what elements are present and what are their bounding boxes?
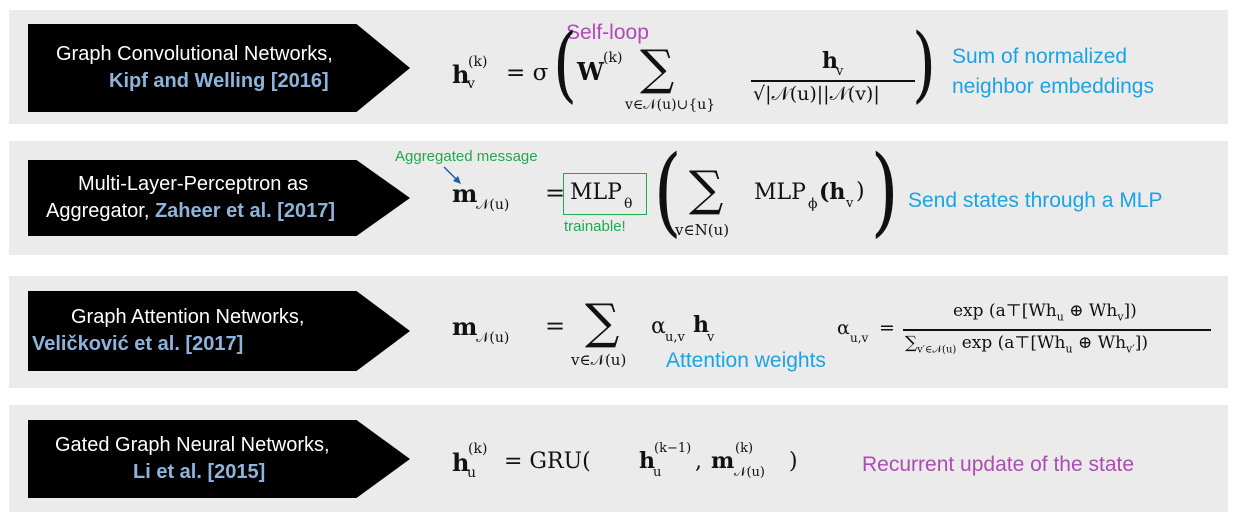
gcn-lhs-sup: (k) (468, 54, 488, 70)
mlp-title-tag: Multi-Layer-Perceptron as Aggregator, Za… (28, 160, 410, 236)
gcn-sum: ∑ (640, 40, 675, 96)
mlp-sum: ∑ (689, 161, 724, 217)
gcn-title: Graph Convolutional Networks, (56, 43, 333, 65)
mlp-open-paren: ( (653, 135, 682, 247)
gcn-W: W (577, 57, 604, 86)
gcn-citation: Kipf and Welling [2016] (109, 70, 329, 92)
gcn-lhs-sub: v (467, 76, 475, 92)
ggnn-h-sub: u (653, 465, 662, 480)
ggnn-comma: , (695, 449, 702, 474)
mlp-arg-close: ) (856, 179, 865, 204)
gcn-numerator: h (822, 48, 838, 74)
gcn-lhs-h: h (452, 60, 470, 89)
gat-term-h-sub: v (707, 330, 715, 345)
gcn-close-paren: ) (912, 17, 936, 112)
gat-term-alpha: α (651, 314, 666, 339)
ggnn-panel: Gated Graph Neural Networks, Li et al. [… (9, 405, 1228, 512)
mlp-theta-label: MLP (570, 180, 622, 205)
mlp-title-line2: Aggregator, (46, 200, 155, 222)
gat-sum: ∑ (585, 294, 620, 350)
ggnn-title-tag: Gated Graph Neural Networks, Li et al. [… (28, 420, 410, 498)
gcn-numerator-sub: v (836, 64, 844, 79)
gcn-desc-line1: Sum of normalized (952, 45, 1128, 68)
gat-sum-sub: v∈𝒩(u) (571, 351, 627, 369)
ggnn-title: Gated Graph Neural Networks, (55, 434, 330, 456)
gat-alpha-lhs-sub: u,v (850, 331, 869, 345)
gcn-selfloop-annotation: Self-loop (566, 21, 649, 44)
gat-panel: Graph Attention Networks, Veličković et … (9, 276, 1228, 388)
ggnn-m: m (711, 448, 735, 474)
gcn-W-sup: (k) (603, 50, 623, 66)
ggnn-h-sup: (k−1) (654, 441, 692, 456)
mlp-citation: Zaheer et al. [2017] (154, 200, 336, 222)
mlp-title-line1: Multi-Layer-Perceptron as (78, 173, 309, 195)
ggnn-lhs-h: h (452, 448, 470, 477)
ggnn-lhs-sup: (k) (468, 441, 488, 457)
gat-term-alpha-sub: u,v (665, 330, 685, 345)
gat-alpha-eq: = (879, 317, 895, 339)
gat-term-h: h (693, 312, 709, 338)
gat-alpha-lhs: α (837, 317, 850, 339)
mlp-trainable-annotation: trainable! (564, 218, 626, 235)
mlp-arg-sub: v (846, 196, 854, 211)
ggnn-desc: Recurrent update of the state (862, 453, 1135, 476)
gat-citation: Veličković et al. [2017] (32, 333, 244, 355)
gcn-panel: Graph Convolutional Networks, Kipf and W… (9, 10, 1228, 124)
ggnn-rhs-pre: = GRU( (504, 449, 591, 474)
gat-alpha-denominator: ∑v′∈𝒩(u) exp (a⊤[Whu ⊕ Whv′]) (905, 333, 1149, 356)
mlp-phi-sub: ϕ (808, 196, 818, 212)
gcn-open-paren: ( (553, 17, 577, 112)
mlp-lhs-m: m (452, 179, 478, 208)
mlp-aggregated-message-annotation: Aggregated message (395, 148, 538, 165)
gat-desc: Attention weights (666, 349, 826, 372)
gcn-denominator: √|𝒩(u)||𝒩(v)| (753, 83, 880, 105)
gat-lhs-m: m (452, 312, 478, 341)
mlp-eq: = (545, 179, 566, 207)
mlp-theta-box (563, 173, 647, 215)
mlp-lhs-sub: 𝒩(u) (476, 197, 510, 213)
gcn-desc-line2: neighbor embeddings (952, 75, 1154, 98)
mlp-annotation-arrow (443, 166, 461, 184)
ggnn-close: ) (789, 449, 798, 474)
gat-title: Graph Attention Networks, (71, 306, 305, 328)
gat-title-tag: Graph Attention Networks, Veličković et … (28, 291, 410, 371)
gat-eq: = (545, 312, 566, 340)
gcn-fraction-line (751, 80, 915, 82)
ggnn-m-sub: 𝒩(u) (734, 465, 765, 480)
mlp-desc: Send states through a MLP (908, 189, 1163, 212)
ggnn-lhs-sub: u (467, 465, 477, 481)
mlp-panel: Multi-Layer-Perceptron as Aggregator, Za… (9, 141, 1228, 255)
gat-alpha-fraction-line (903, 329, 1211, 331)
ggnn-m-sup: (k) (735, 441, 754, 456)
gat-alpha-numerator: exp (a⊤[Whu ⊕ Whv]) (953, 301, 1137, 324)
gcn-title-tag: Graph Convolutional Networks, Kipf and W… (28, 24, 410, 112)
ggnn-h: h (639, 448, 655, 474)
mlp-phi-label: MLP (754, 180, 806, 205)
gcn-eq-sigma: = σ (506, 60, 549, 86)
mlp-theta-sub: θ (624, 196, 633, 212)
mlp-close-paren: ) (870, 135, 899, 247)
ggnn-citation: Li et al. [2015] (133, 461, 266, 483)
gcn-sum-sub: v∈𝒩(u)∪{u} (625, 97, 716, 113)
gat-lhs-sub: 𝒩(u) (476, 330, 510, 346)
mlp-arg: (h (819, 179, 846, 205)
mlp-sum-sub: v∈N(u) (675, 221, 730, 239)
